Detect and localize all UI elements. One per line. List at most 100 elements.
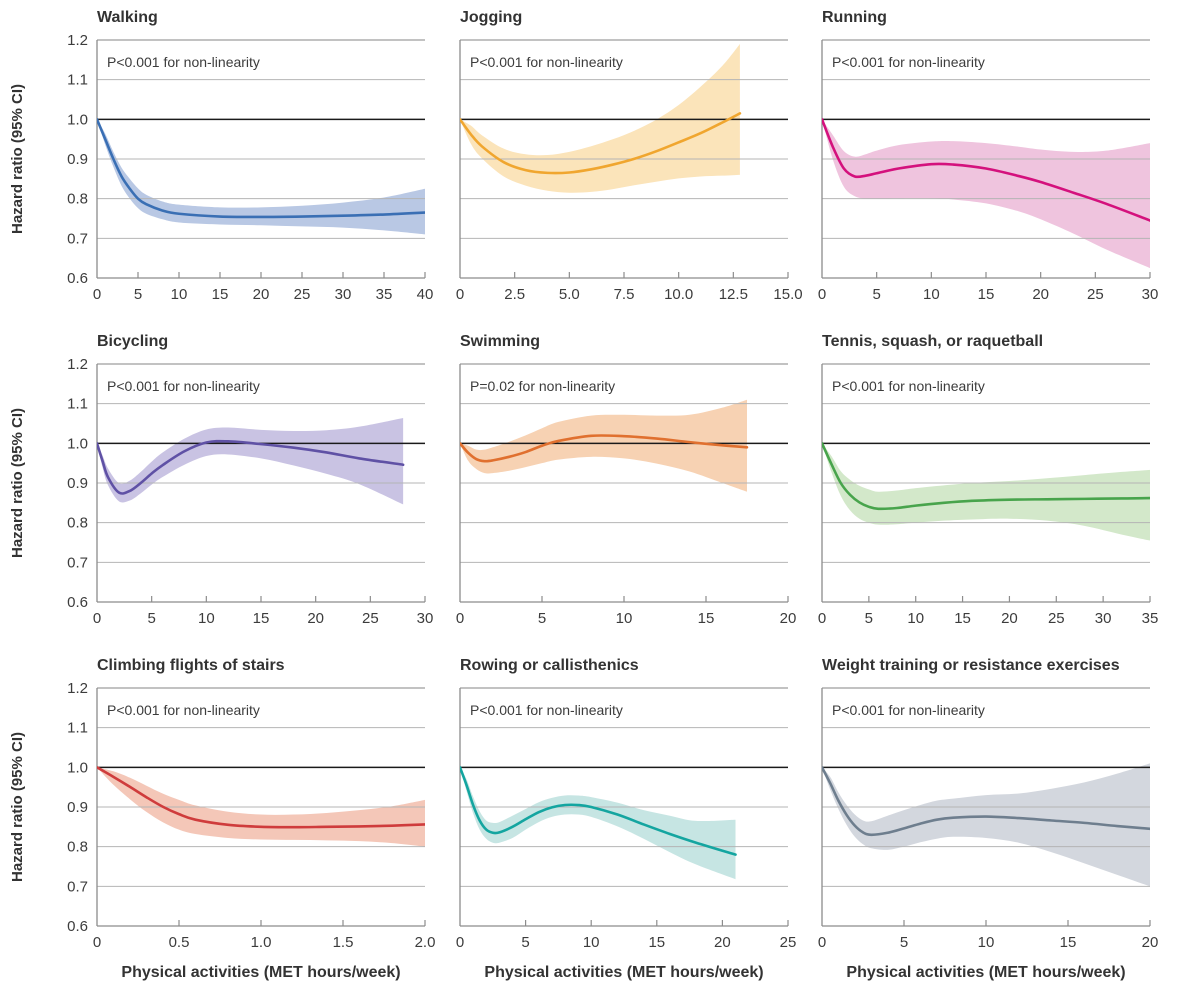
panel-weight: Weight training or resistance exercises 0… <box>810 658 1172 982</box>
chart-tennis: 0 5 10 15 20 25 30 35 P<0.001 for non-linearity <box>818 363 1159 627</box>
y-tick-label: 1.0 <box>67 759 88 776</box>
x-tick-label: 7.5 <box>614 286 635 303</box>
ci-band-bicycling <box>97 417 404 505</box>
ci-band-running <box>822 119 1150 269</box>
x-tick-label: 0 <box>93 610 101 627</box>
x-tick-label: 15 <box>1060 934 1077 951</box>
x-axis-title: Physical activities (MET hours/week) <box>484 964 764 981</box>
ci-band-rowing <box>460 767 736 880</box>
panel-rowing: Rowing or callisthenics 0 5 10 15 20 25 P<0.001… <box>447 658 810 982</box>
pvalue-annotation: P<0.001 for non-linearity <box>107 378 260 394</box>
x-tick-label: 5 <box>872 286 880 303</box>
panel-jogging: Jogging 0 2.5 5.0 7.5 10.0 12.5 15.0 P<0.001 for… <box>447 10 810 314</box>
y-tick-label: 0.6 <box>67 594 88 611</box>
panel-title-tennis: Tennis, squash, or raquetball <box>822 333 1044 350</box>
x-tick-label: 10 <box>907 610 924 627</box>
pvalue-annotation: P<0.001 for non-linearity <box>832 378 985 394</box>
y-tick-label: 0.6 <box>67 270 88 287</box>
pvalue-annotation: P<0.001 for non-linearity <box>470 702 623 718</box>
chart-row-3: Climbing flights of stairs 0 0.5 1.0 1.5 2.0 0… <box>0 658 1200 982</box>
x-tick-label: 10 <box>583 934 600 951</box>
hazard-curve-weight <box>822 766 1150 837</box>
y-tick-label: 0.6 <box>67 918 88 935</box>
chart-walking: 0 5 10 15 20 25 30 35 40 0.6 0.7 0.8 0.9 1.0 1.1 1.2 Haz… <box>9 32 434 303</box>
hazard-curve-rowing <box>460 766 737 856</box>
x-tick-label: 5 <box>147 610 155 627</box>
x-tick-label: 30 <box>417 610 434 627</box>
hazard-curve-tennis <box>822 442 1150 511</box>
panel-title-climbing: Climbing flights of stairs <box>97 657 285 674</box>
x-axis-title: Physical activities (MET hours/week) <box>121 964 401 981</box>
panel-bicycling: Bicycling 0 5 10 15 20 25 30 0.6 0.7 0.8 0.9 1.0 1.1 1… <box>0 334 447 638</box>
hazard-curve-bicycling <box>97 439 405 495</box>
y-tick-label: 1.1 <box>67 720 88 737</box>
x-tick-label: 20 <box>1032 286 1049 303</box>
x-tick-label: 0 <box>456 286 464 303</box>
x-tick-label: 25 <box>294 286 311 303</box>
panel-tennis: Tennis, squash, or raquetball 0 5 10 15 20 25 3… <box>810 334 1172 638</box>
x-tick-label: 1.0 <box>251 934 272 951</box>
x-tick-label: 0 <box>93 286 101 303</box>
x-tick-label: 0.5 <box>169 934 190 951</box>
x-tick-label: 35 <box>1142 610 1159 627</box>
x-tick-label: 5 <box>538 610 546 627</box>
x-tick-label: 2.0 <box>415 934 436 951</box>
x-tick-label: 0 <box>818 934 826 951</box>
chart-bicycling: 0 5 10 15 20 25 30 0.6 0.7 0.8 0.9 1.0 1.1 1.2 Hazard … <box>9 356 434 627</box>
x-tick-label: 15 <box>698 610 715 627</box>
chart-running: 0 5 10 15 20 25 30 P<0.001 for non-linearity <box>818 39 1158 303</box>
ci-band-swimming <box>460 399 747 492</box>
pvalue-annotation: P<0.001 for non-linearity <box>107 702 260 718</box>
x-tick-label: 25 <box>362 610 379 627</box>
x-tick-label: 15 <box>253 610 270 627</box>
x-tick-label: 2.5 <box>504 286 525 303</box>
panel-swimming: Swimming 0 5 10 15 20 P=0.02 for non-linearity <box>447 334 810 638</box>
x-tick-label: 20 <box>780 610 797 627</box>
x-tick-label: 20 <box>1001 610 1018 627</box>
panel-title-weight: Weight training or resistance exercises <box>822 657 1120 674</box>
x-tick-label: 0 <box>456 610 464 627</box>
panel-title-swimming: Swimming <box>460 333 541 350</box>
panel-title-rowing: Rowing or callisthenics <box>460 657 639 674</box>
x-tick-label: 40 <box>417 286 434 303</box>
y-tick-label: 0.7 <box>67 878 88 895</box>
x-tick-label: 10 <box>923 286 940 303</box>
y-tick-label: 0.9 <box>67 799 88 816</box>
x-tick-label: 10.0 <box>664 286 693 303</box>
x-tick-label: 12.5 <box>719 286 748 303</box>
y-tick-label: 0.8 <box>67 839 88 856</box>
y-tick-label: 1.0 <box>67 435 88 452</box>
hazard-curve-climbing <box>97 766 425 829</box>
panel-running: Running 0 5 10 15 20 25 30 P<0.001 for non-linea… <box>810 10 1172 314</box>
x-tick-label: 0 <box>818 286 826 303</box>
pvalue-annotation: P<0.001 for non-linearity <box>107 54 260 70</box>
panel-climbing: Climbing flights of stairs 0 0.5 1.0 1.5 2.0 0… <box>0 658 447 982</box>
chart-weight: 0 5 10 15 20 P<0.001 for non-linearity <box>818 687 1158 951</box>
x-tick-label: 25 <box>780 934 797 951</box>
x-tick-label: 10 <box>978 934 995 951</box>
x-axis-title: Physical activities (MET hours/week) <box>846 964 1126 981</box>
ci-band-tennis <box>822 443 1150 541</box>
ci-band-walking <box>97 119 425 235</box>
x-tick-label: 25 <box>1087 286 1104 303</box>
chart-row-2: Bicycling 0 5 10 15 20 25 30 0.6 0.7 0.8 0.9 1.0 1.1 1… <box>0 334 1200 638</box>
pvalue-annotation: P=0.02 for non-linearity <box>470 378 615 394</box>
chart-jogging: 0 2.5 5.0 7.5 10.0 12.5 15.0 P<0.001 for non-li… <box>456 39 803 303</box>
chart-swimming: 0 5 10 15 20 P=0.02 for non-linearity <box>456 363 797 627</box>
y-tick-label: 0.7 <box>67 230 88 247</box>
x-tick-label: 5 <box>865 610 873 627</box>
x-tick-label: 15 <box>212 286 229 303</box>
x-tick-label: 25 <box>1048 610 1065 627</box>
pvalue-annotation: P<0.001 for non-linearity <box>470 54 623 70</box>
x-tick-label: 0 <box>818 610 826 627</box>
pvalue-annotation: P<0.001 for non-linearity <box>832 54 985 70</box>
chart-rowing: 0 5 10 15 20 25 P<0.001 for non-linearity <box>456 687 797 951</box>
y-tick-label: 0.7 <box>67 554 88 571</box>
y-axis-title: Hazard ratio (95% CI) <box>9 732 26 882</box>
y-tick-label: 0.9 <box>67 475 88 492</box>
chart-row-1: Walking 0 5 10 15 20 25 30 35 40 0.6 0.7 0.8 0.9 1.0 1.… <box>0 10 1200 314</box>
pvalue-annotation: P<0.001 for non-linearity <box>832 702 985 718</box>
y-tick-label: 0.9 <box>67 151 88 168</box>
y-tick-label: 1.0 <box>67 111 88 128</box>
